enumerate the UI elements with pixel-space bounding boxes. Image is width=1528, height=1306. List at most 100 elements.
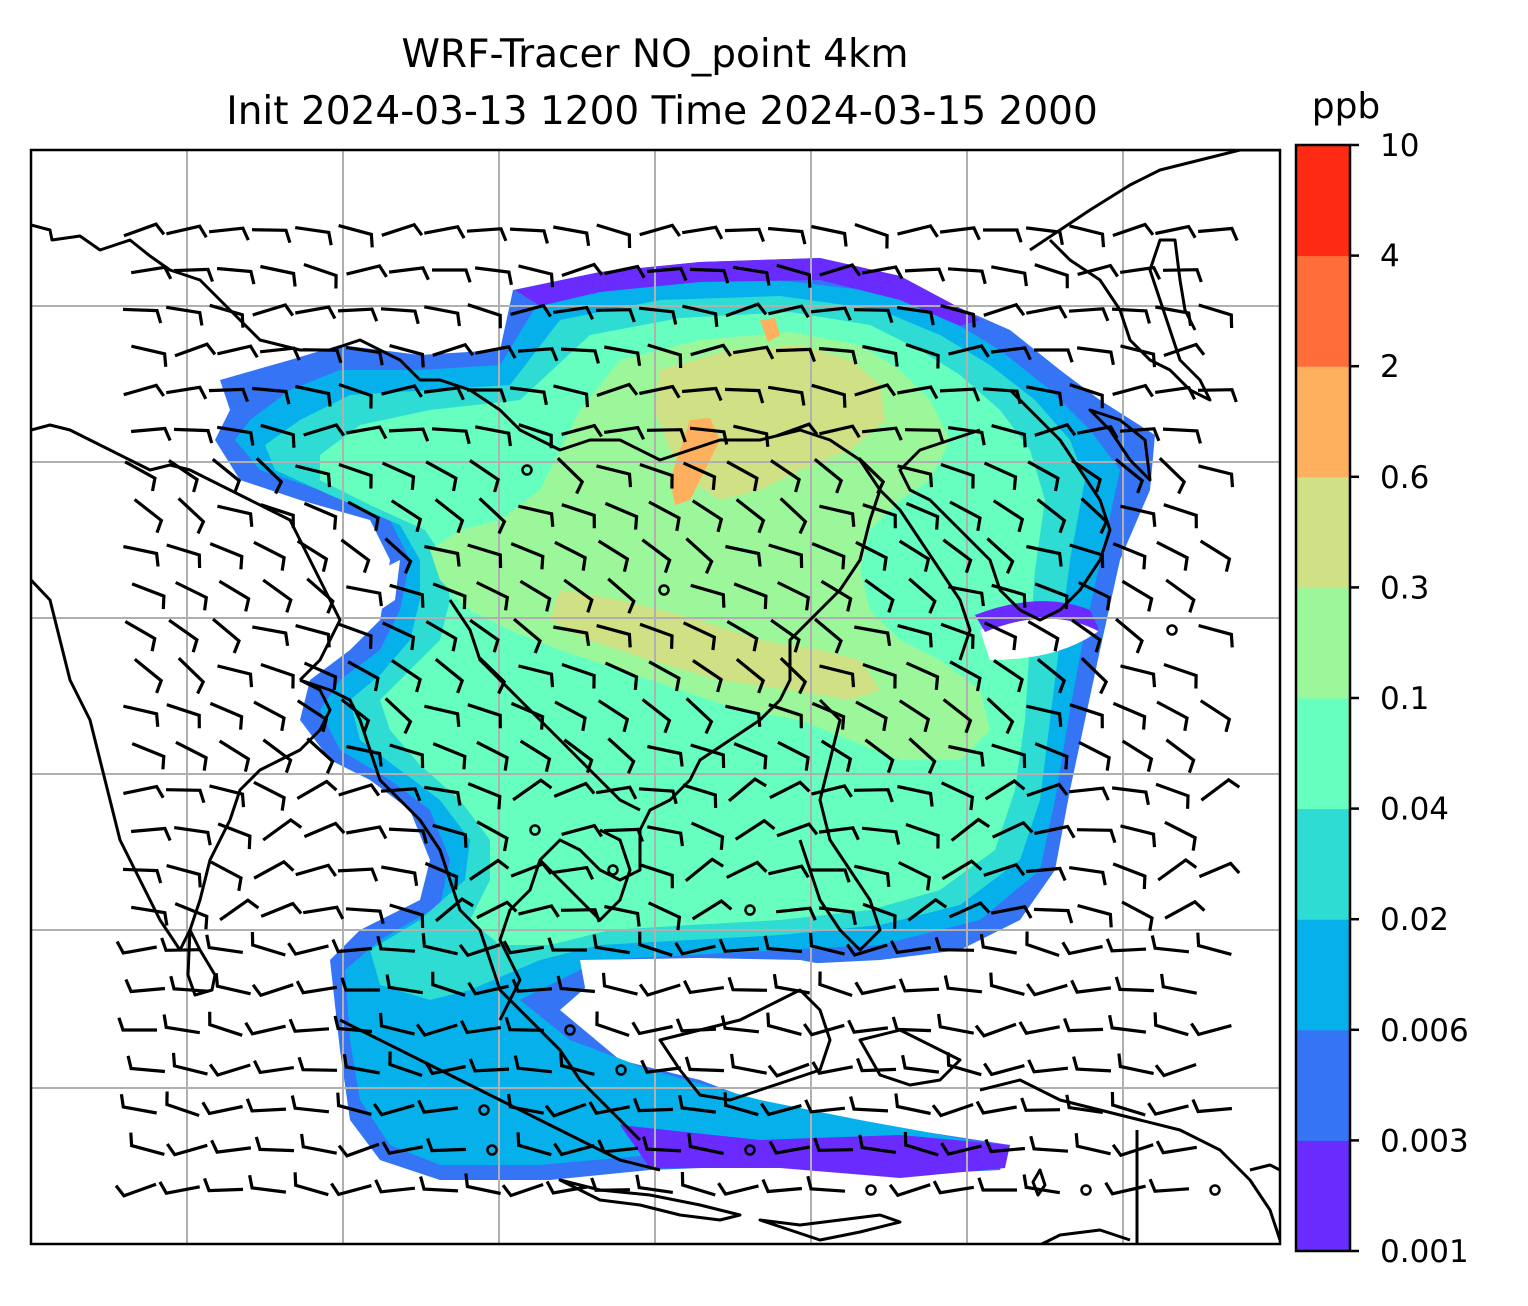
wind-barb bbox=[338, 622, 373, 649]
wind-barb bbox=[380, 307, 420, 325]
wind-barb bbox=[559, 1052, 595, 1076]
wind-barb bbox=[476, 740, 509, 771]
wind-barb bbox=[806, 1175, 846, 1193]
wind-barb bbox=[130, 265, 173, 280]
wind-barb bbox=[990, 265, 1028, 287]
wind-barb bbox=[818, 826, 860, 841]
wind-barb bbox=[732, 345, 775, 360]
wind-barb bbox=[641, 698, 672, 734]
gridlines bbox=[31, 150, 1280, 1244]
wind-barb bbox=[897, 464, 934, 488]
wind-barb bbox=[725, 302, 768, 318]
wind-barb bbox=[251, 228, 292, 244]
wind-barb bbox=[337, 867, 379, 882]
wind-barb bbox=[854, 981, 896, 996]
wind-barb bbox=[990, 905, 1033, 919]
wind-barb bbox=[331, 938, 373, 954]
wind-barb bbox=[1164, 820, 1197, 851]
wind-barb bbox=[561, 423, 603, 438]
wind-barb bbox=[1156, 540, 1189, 571]
wind-barb bbox=[115, 940, 157, 955]
wind-barb bbox=[130, 826, 172, 842]
wind-barb bbox=[977, 1177, 1017, 1192]
wind-barb bbox=[682, 979, 725, 995]
wind-barb bbox=[735, 658, 766, 694]
wind-barb bbox=[544, 1102, 587, 1118]
wind-barb bbox=[553, 625, 591, 647]
wind-barb bbox=[419, 1176, 459, 1193]
wind-barb bbox=[218, 739, 251, 772]
wind-barb bbox=[990, 346, 1032, 361]
wind-barb bbox=[1199, 539, 1232, 572]
calm-circle bbox=[607, 864, 619, 876]
wind-barb bbox=[939, 387, 981, 402]
wind-barb bbox=[423, 785, 462, 806]
colorbar: 0.001 0.003 0.006 0.02 0.04 0.1 0.3 0.6 2 4 10 bbox=[1294, 128, 1469, 1270]
wind-barb bbox=[607, 737, 636, 774]
wind-barb bbox=[1062, 1017, 1104, 1033]
wind-barb bbox=[1163, 662, 1198, 689]
wind-barb bbox=[130, 426, 172, 442]
wind-barb bbox=[861, 426, 903, 441]
wind-barb bbox=[252, 1059, 295, 1075]
wind-barb bbox=[561, 503, 596, 529]
wind-barb bbox=[338, 382, 373, 409]
colorbar-tick-label: 0.02 bbox=[1380, 902, 1449, 938]
wind-barb bbox=[854, 625, 892, 647]
wind-barb bbox=[854, 383, 897, 397]
wind-barb bbox=[1120, 504, 1157, 527]
wind-barb bbox=[769, 780, 811, 800]
wind-barb bbox=[818, 346, 858, 365]
wind-barb bbox=[469, 618, 500, 653]
wind-barb bbox=[894, 1093, 931, 1116]
wind-barb bbox=[388, 427, 430, 442]
wind-barb bbox=[1163, 342, 1206, 358]
wind-barb bbox=[845, 943, 888, 957]
wind-barb bbox=[474, 425, 512, 447]
wind-barb bbox=[603, 425, 646, 441]
colorbar-swatch bbox=[1296, 255, 1350, 367]
wind-barb bbox=[553, 384, 590, 408]
wind-barb bbox=[133, 658, 164, 694]
wind-barb bbox=[114, 1182, 157, 1198]
wind-barb bbox=[209, 303, 245, 328]
wind-barb bbox=[1034, 582, 1069, 610]
wind-barb bbox=[250, 931, 286, 957]
wind-barb bbox=[730, 1053, 768, 1075]
wind-barb bbox=[1026, 782, 1069, 798]
wind-barb bbox=[504, 1016, 545, 1032]
wind-barb bbox=[303, 423, 346, 437]
wind-barb bbox=[687, 1133, 724, 1156]
wind-barb bbox=[388, 1051, 423, 1078]
wind-barb bbox=[518, 664, 555, 688]
wind-barb bbox=[1111, 1143, 1154, 1158]
wind-barb bbox=[1034, 348, 1074, 363]
wind-barb bbox=[818, 906, 857, 926]
wind-barb bbox=[512, 778, 553, 802]
wind-barb bbox=[518, 423, 553, 449]
wind-barb bbox=[459, 1019, 502, 1035]
wind-barb bbox=[425, 620, 458, 652]
wind-barb bbox=[604, 345, 642, 367]
wind-barb bbox=[425, 1137, 467, 1153]
wind-barb bbox=[761, 1178, 803, 1194]
wind-barb bbox=[862, 902, 897, 929]
wind-barb bbox=[989, 972, 1025, 996]
wind-barb bbox=[123, 222, 166, 238]
wind-barb bbox=[948, 344, 990, 358]
wind-barb bbox=[563, 738, 594, 774]
wind-barb bbox=[810, 306, 852, 321]
wind-barb bbox=[776, 581, 811, 611]
wind-barb bbox=[547, 937, 587, 952]
wind-barb bbox=[560, 908, 601, 923]
wind-barb bbox=[384, 697, 413, 735]
wind-barb bbox=[131, 582, 166, 610]
wind-barb bbox=[1071, 618, 1102, 653]
wind-barb bbox=[516, 1132, 552, 1157]
wind-barb bbox=[639, 223, 682, 237]
wind-barb bbox=[217, 344, 259, 359]
wind-barb bbox=[336, 1092, 372, 1116]
wind-barb bbox=[1119, 427, 1161, 442]
wind-barb bbox=[1121, 579, 1154, 612]
wind-barb bbox=[819, 664, 856, 688]
